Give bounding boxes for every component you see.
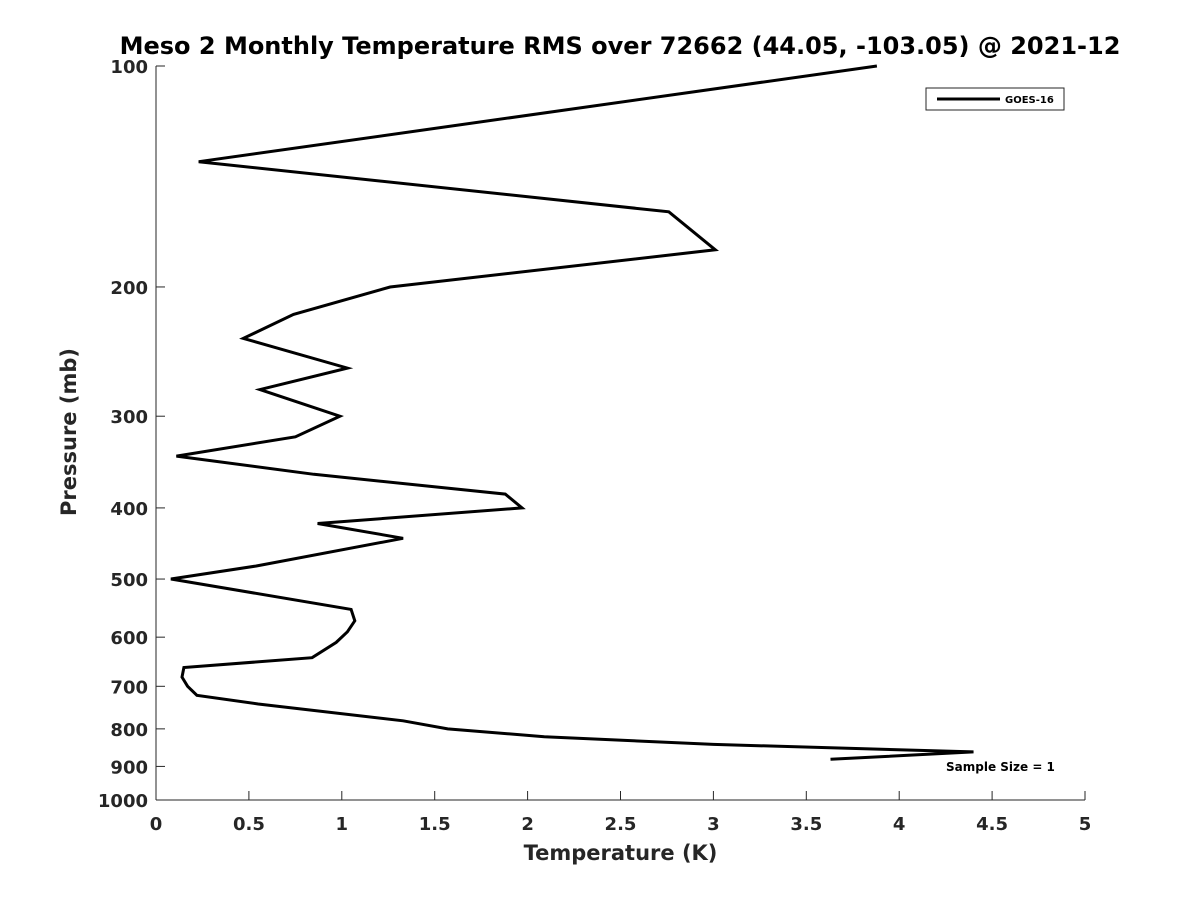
sample-size-annotation: Sample Size = 1 — [946, 760, 1055, 774]
x-axis-label: Temperature (K) — [524, 841, 718, 865]
y-tick-label: 100 — [110, 57, 148, 78]
y-tick-label: 500 — [110, 570, 148, 591]
legend: GOES-16 — [925, 87, 1065, 111]
legend-entry-goes-16: GOES-16 — [1005, 95, 1054, 106]
x-tick-label: 1 — [336, 814, 349, 835]
y-tick-label: 1000 — [98, 791, 148, 812]
y-tick-label: 700 — [110, 677, 148, 698]
x-tick-label: 0 — [150, 814, 163, 835]
y-ticks: 100 200 300 400 500 600 700 800 900 1000 — [98, 57, 165, 812]
series-group — [170, 64, 974, 761]
x-tick-label: 5 — [1079, 814, 1092, 835]
x-tick-label: 3 — [707, 814, 720, 835]
x-tick-label: 0.5 — [233, 814, 265, 835]
x-ticks: 0 0.5 1 1.5 2 2.5 3 3.5 4 4.5 5 — [150, 791, 1092, 835]
y-tick-label: 400 — [110, 499, 148, 520]
x-tick-label: 2 — [521, 814, 534, 835]
y-tick-label: 300 — [110, 407, 148, 428]
series-line-goes-16 — [170, 64, 974, 761]
y-axis-label: Pressure (mb) — [57, 348, 81, 516]
x-tick-label: 1.5 — [419, 814, 451, 835]
plot-area: 0 0.5 1 1.5 2 2.5 3 3.5 4 4.5 5 100 200 300 400 500 600… — [98, 57, 1091, 835]
y-tick-label: 600 — [110, 628, 148, 649]
y-tick-label: 900 — [110, 757, 148, 778]
x-tick-label: 2.5 — [605, 814, 637, 835]
y-tick-label: 800 — [110, 720, 148, 741]
x-tick-label: 4 — [893, 814, 906, 835]
x-tick-label: 4.5 — [976, 814, 1008, 835]
y-tick-label: 200 — [110, 278, 148, 299]
chart-title: Meso 2 Monthly Temperature RMS over 7266… — [120, 32, 1121, 60]
x-tick-label: 3.5 — [790, 814, 822, 835]
